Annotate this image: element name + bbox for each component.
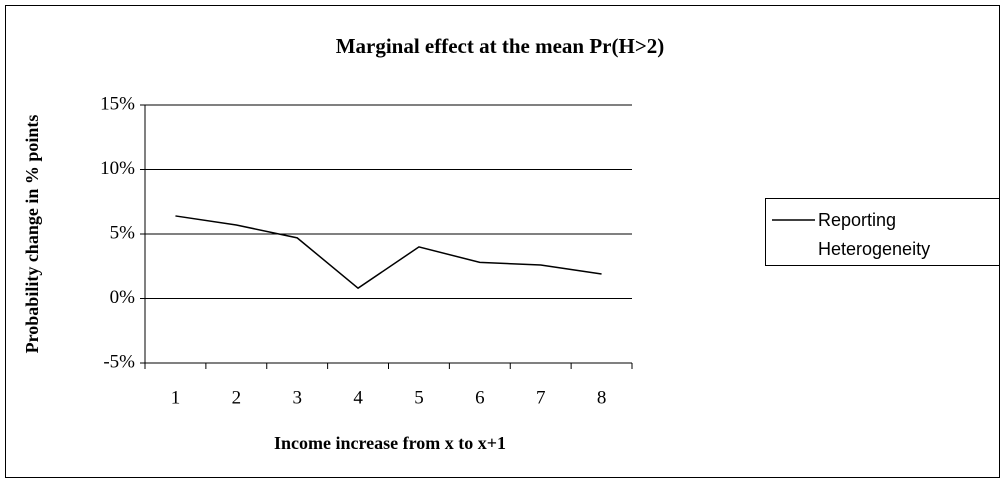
legend-box [765,198,1000,266]
x-tick-label: 8 [597,387,607,408]
y-axis-title: Probability change in % points [22,114,42,354]
x-tick-label: 5 [414,387,424,408]
y-tick-label: -5% [103,351,135,372]
x-tick-label: 6 [475,387,485,408]
legend-label: Reporting Heterogeneity [818,210,931,259]
x-tick-label: 2 [232,387,242,408]
y-tick-label: 0% [110,287,136,308]
x-tick-label: 3 [292,387,302,408]
x-axis-title: Income increase from x to x+1 [274,433,506,453]
chart-title: Marginal effect at the mean Pr(H>2) [336,34,665,58]
data-line [175,215,602,290]
y-tick-label: 5% [110,222,136,243]
x-tick-label: 1 [171,387,181,408]
y-tick-label: 10% [100,158,135,179]
x-tick-label: 4 [353,387,363,408]
x-tick-label: 7 [536,387,546,408]
y-tick-label: 15% [100,93,135,114]
